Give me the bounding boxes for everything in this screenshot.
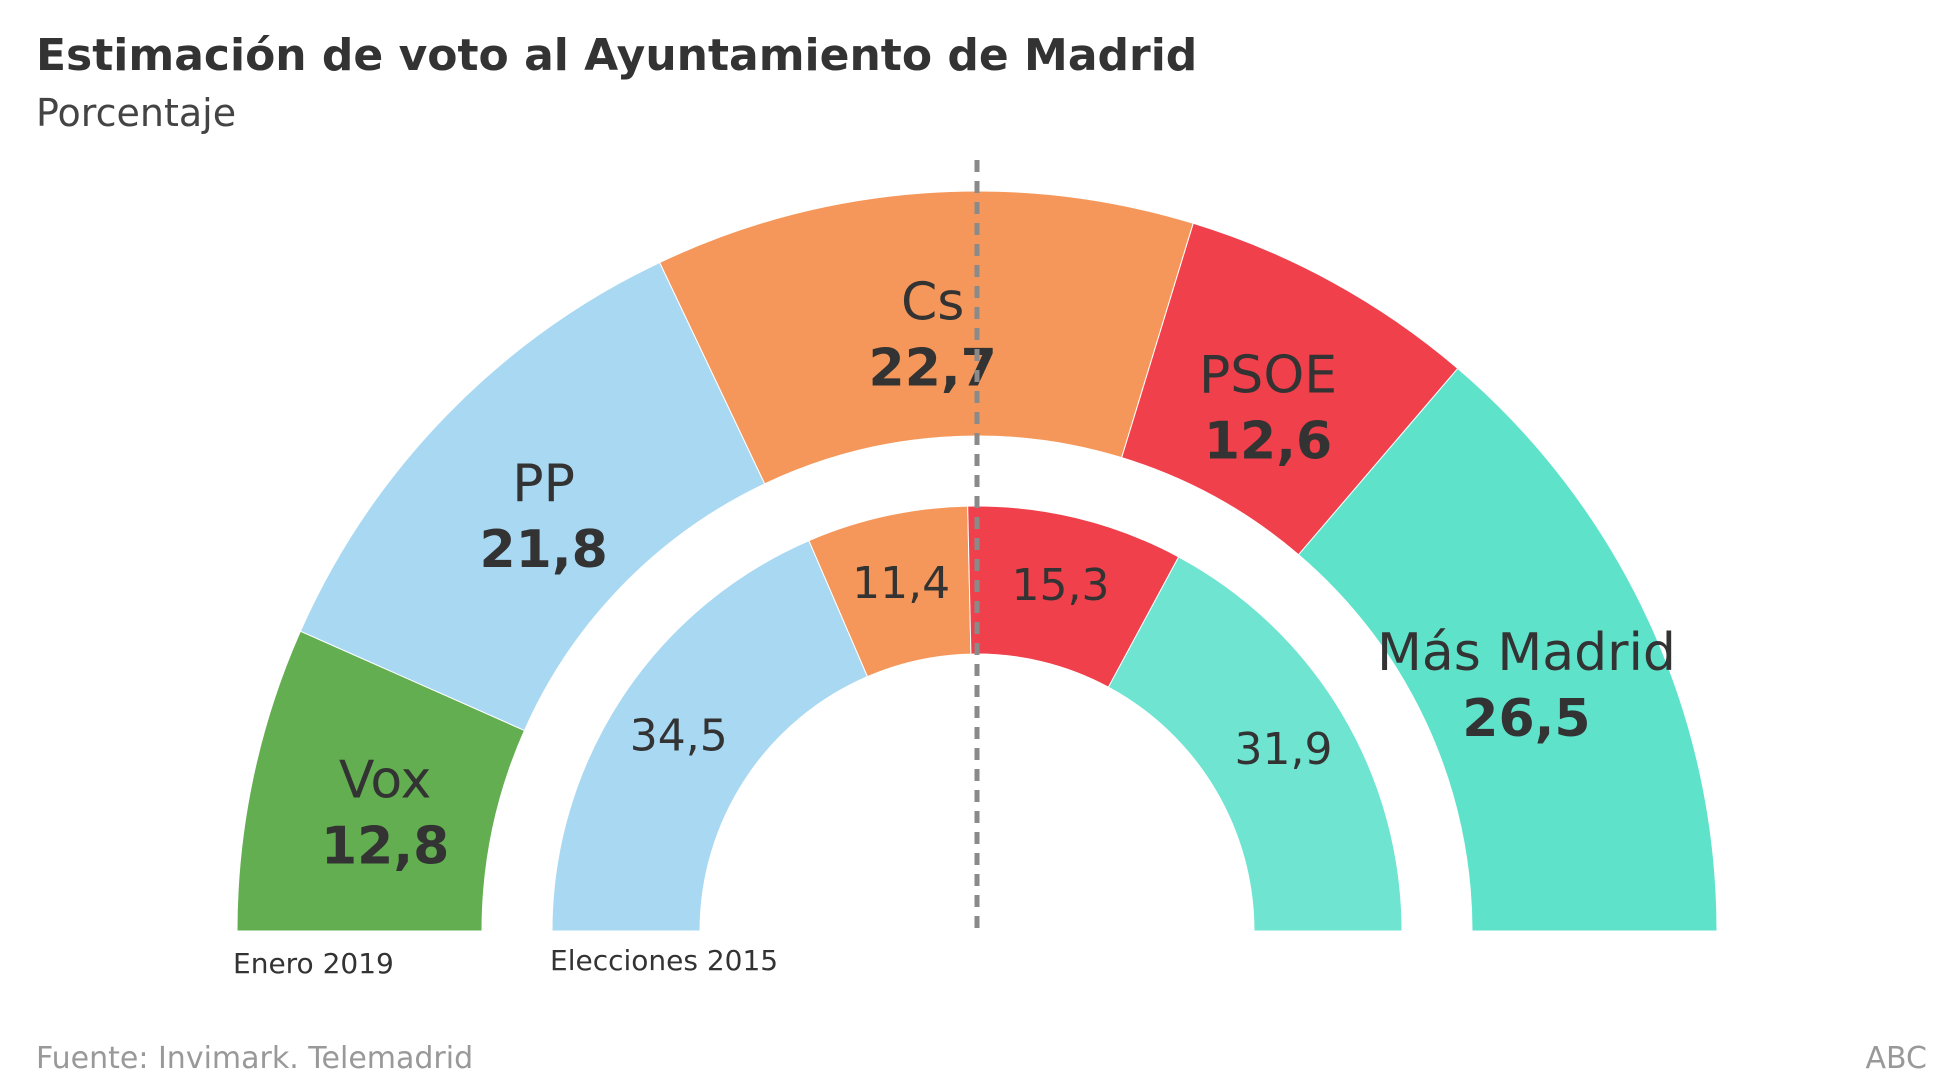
inner-value-pp: 34,5 xyxy=(630,711,728,762)
party-name-mas-madrid: Más Madrid xyxy=(1377,623,1676,683)
chart-title: Estimación de voto al Ayuntamiento de Ma… xyxy=(36,30,1197,81)
party-value-vox: 12,8 xyxy=(321,817,449,877)
outer-ring xyxy=(236,190,1718,932)
party-value-psoe: 12,6 xyxy=(1204,412,1332,472)
chart-subtitle: Porcentaje xyxy=(36,91,236,135)
inner-value-psoe: 15,3 xyxy=(1012,560,1110,611)
inner-value-mas-madrid: 31,9 xyxy=(1235,724,1333,775)
party-name-pp: PP xyxy=(512,454,575,514)
party-name-psoe: PSOE xyxy=(1199,346,1337,406)
inner-ring-label: Elecciones 2015 xyxy=(550,944,778,977)
inner-ring xyxy=(551,505,1403,932)
credit: ABC xyxy=(1865,1041,1927,1076)
party-value-pp: 21,8 xyxy=(480,520,608,580)
party-value-mas-madrid: 26,5 xyxy=(1462,689,1590,749)
inner-value-cs: 11,4 xyxy=(852,558,950,609)
outer-segment-cs xyxy=(658,190,1194,485)
inner-segment-pp xyxy=(551,539,869,932)
inner-segment-mas-madrid xyxy=(1107,556,1403,932)
party-value-cs: 22,7 xyxy=(869,339,997,399)
party-name-vox: Vox xyxy=(339,751,432,811)
outer-segment-pp xyxy=(299,261,766,732)
party-name-cs: Cs xyxy=(901,273,964,333)
source-note: Fuente: Invimark. Telemadrid xyxy=(36,1041,473,1076)
outer-ring-label: Enero 2019 xyxy=(233,947,394,980)
outer-segment-mas-madrid xyxy=(1297,367,1718,932)
